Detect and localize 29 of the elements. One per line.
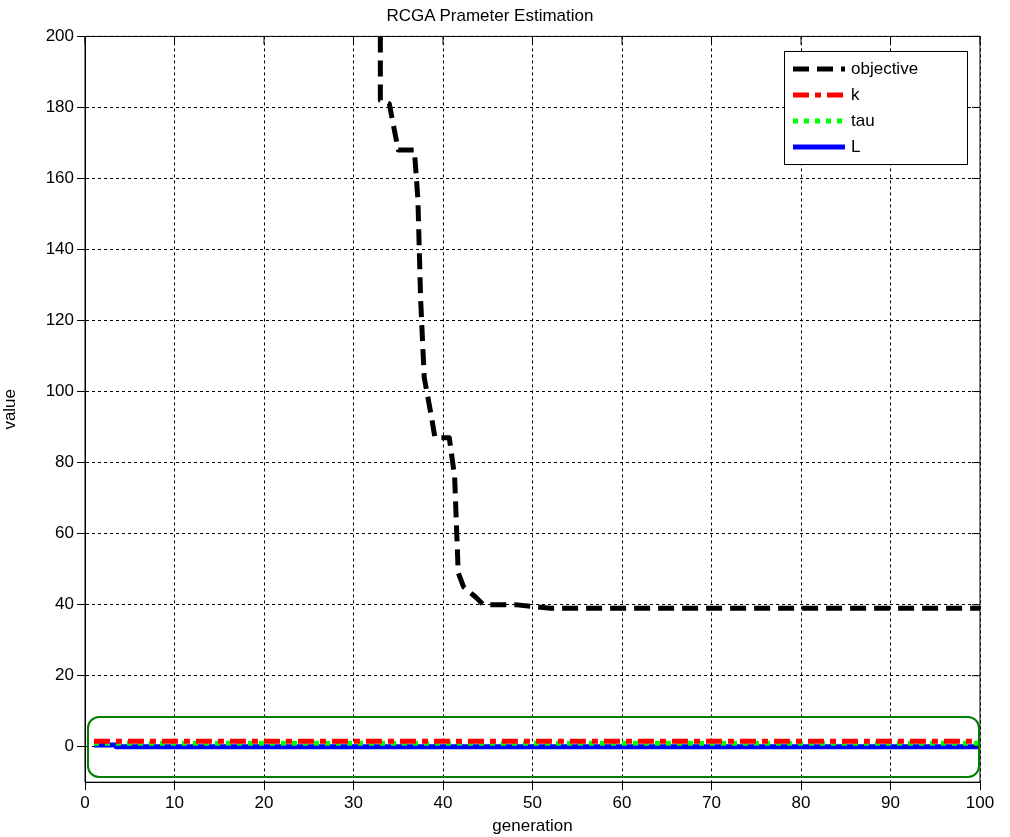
x-tick-label: 50: [523, 793, 542, 813]
legend-label: L: [851, 137, 861, 158]
y-tick-label: 80: [55, 452, 74, 472]
y-tick-label: 180: [45, 97, 74, 117]
legend-label: tau: [851, 111, 875, 132]
x-tick-label: 80: [791, 793, 811, 813]
x-tick-label: 40: [433, 793, 453, 813]
y-tick-label: 20: [55, 665, 74, 685]
x-tick-label: 30: [344, 793, 363, 813]
x-tick-label: 10: [165, 793, 184, 813]
legend-label: k: [851, 85, 860, 106]
x-tick-label: 0: [80, 793, 90, 813]
chart-title: RCGA Prameter Estimation: [386, 5, 594, 25]
y-tick-label: 160: [45, 168, 74, 188]
x-tick-label: 70: [702, 793, 721, 813]
y-tick-label: 100: [45, 381, 74, 401]
y-tick-label: 140: [45, 239, 74, 259]
legend-label: objective: [851, 59, 919, 80]
x-tick-label: 90: [881, 793, 900, 813]
y-tick-label: 60: [55, 523, 74, 543]
y-axis-title: value: [0, 388, 19, 430]
x-tick-label: 60: [612, 793, 632, 813]
y-tick-label: 0: [64, 736, 74, 756]
y-tick-label: 120: [45, 310, 74, 330]
x-axis-title: generation: [492, 816, 573, 836]
y-tick-label: 40: [55, 594, 74, 614]
x-tick-label: 100: [965, 793, 995, 813]
y-tick-label: 200: [45, 26, 74, 46]
x-tick-label: 20: [254, 793, 274, 813]
